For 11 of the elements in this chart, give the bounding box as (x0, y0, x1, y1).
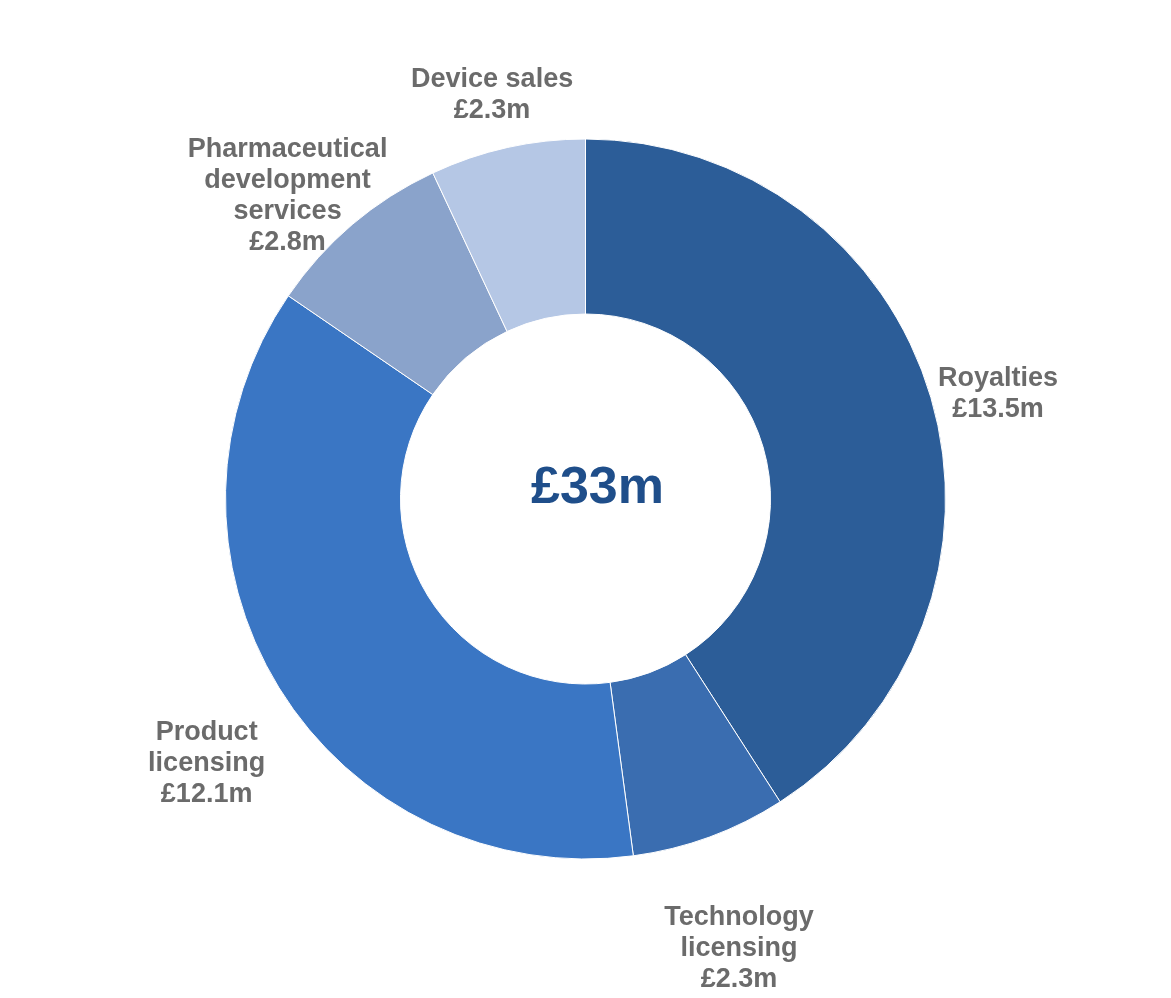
slice-label: Device sales (411, 63, 574, 94)
data-label: £2.3m (700, 962, 778, 993)
slice-label: Technology licensing (664, 900, 814, 962)
text: £33m (531, 456, 664, 514)
data-label: £13.5m (952, 392, 1044, 423)
data-label: £12.1m (160, 778, 253, 809)
slice-label: Royalties (938, 361, 1059, 392)
data-label: £2.3m (453, 94, 531, 125)
data-label: £2.8m (249, 225, 326, 256)
slice-label: Pharmaceutical development services (187, 132, 388, 225)
slice-label: Product licensing (148, 716, 266, 778)
